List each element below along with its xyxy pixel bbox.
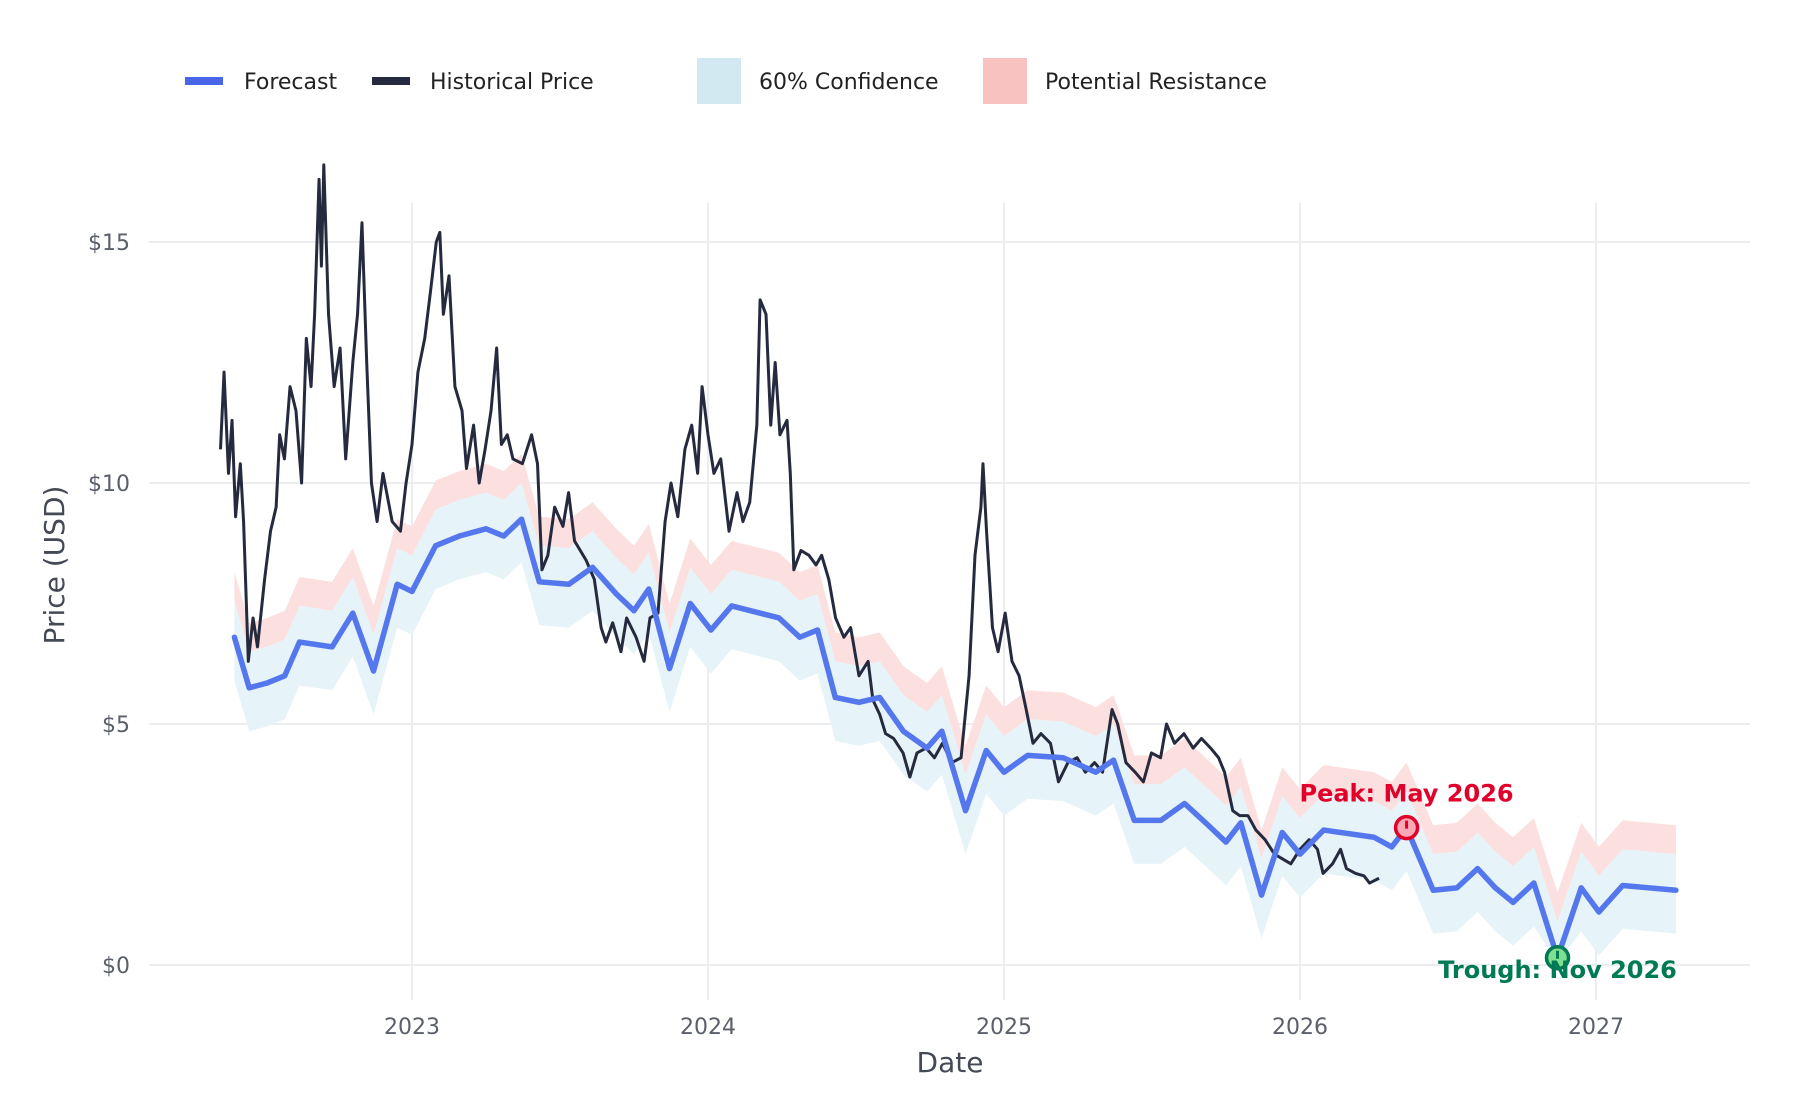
peak-label: Peak: May 2026 — [1299, 780, 1513, 808]
legend-swatch-1 — [372, 77, 410, 85]
y-tick-label: $0 — [102, 954, 130, 979]
x-tick-label: 2025 — [976, 1015, 1032, 1040]
y-axis-title: Price (USD) — [38, 486, 71, 645]
legend-swatch-3 — [983, 58, 1027, 104]
x-tick-label: 2027 — [1568, 1015, 1624, 1040]
series-lines — [218, 163, 1679, 961]
y-tick-label: $15 — [88, 231, 130, 256]
legend: Forecast Historical Price 60% Confidence Po… — [185, 58, 1267, 104]
confidence-band — [234, 483, 1676, 963]
tick-labels: $0 $5 $10 $15 2023 2024 2025 2026 2027 — [88, 231, 1624, 1040]
x-tick-label: 2026 — [1272, 1015, 1328, 1040]
x-tick-label: 2023 — [384, 1015, 440, 1040]
legend-label: Forecast — [244, 70, 337, 95]
x-axis-title: Date — [917, 1046, 984, 1079]
legend-label: Historical Price — [430, 70, 594, 95]
legend-label: 60% Confidence — [759, 70, 939, 95]
legend-swatch-0 — [185, 77, 223, 85]
y-tick-label: $10 — [88, 472, 130, 497]
legend-label: Potential Resistance — [1045, 70, 1267, 95]
y-tick-label: $5 — [102, 713, 130, 738]
legend-swatch-2 — [697, 58, 741, 104]
trough-label: Trough: Nov 2026 — [1438, 956, 1677, 984]
x-tick-label: 2024 — [680, 1015, 736, 1040]
historical-price-line — [218, 163, 1380, 885]
annotations: Peak: May 2026 Trough: Nov 2026 — [1299, 780, 1676, 984]
bands — [234, 454, 1676, 963]
forecast-line — [231, 516, 1679, 961]
